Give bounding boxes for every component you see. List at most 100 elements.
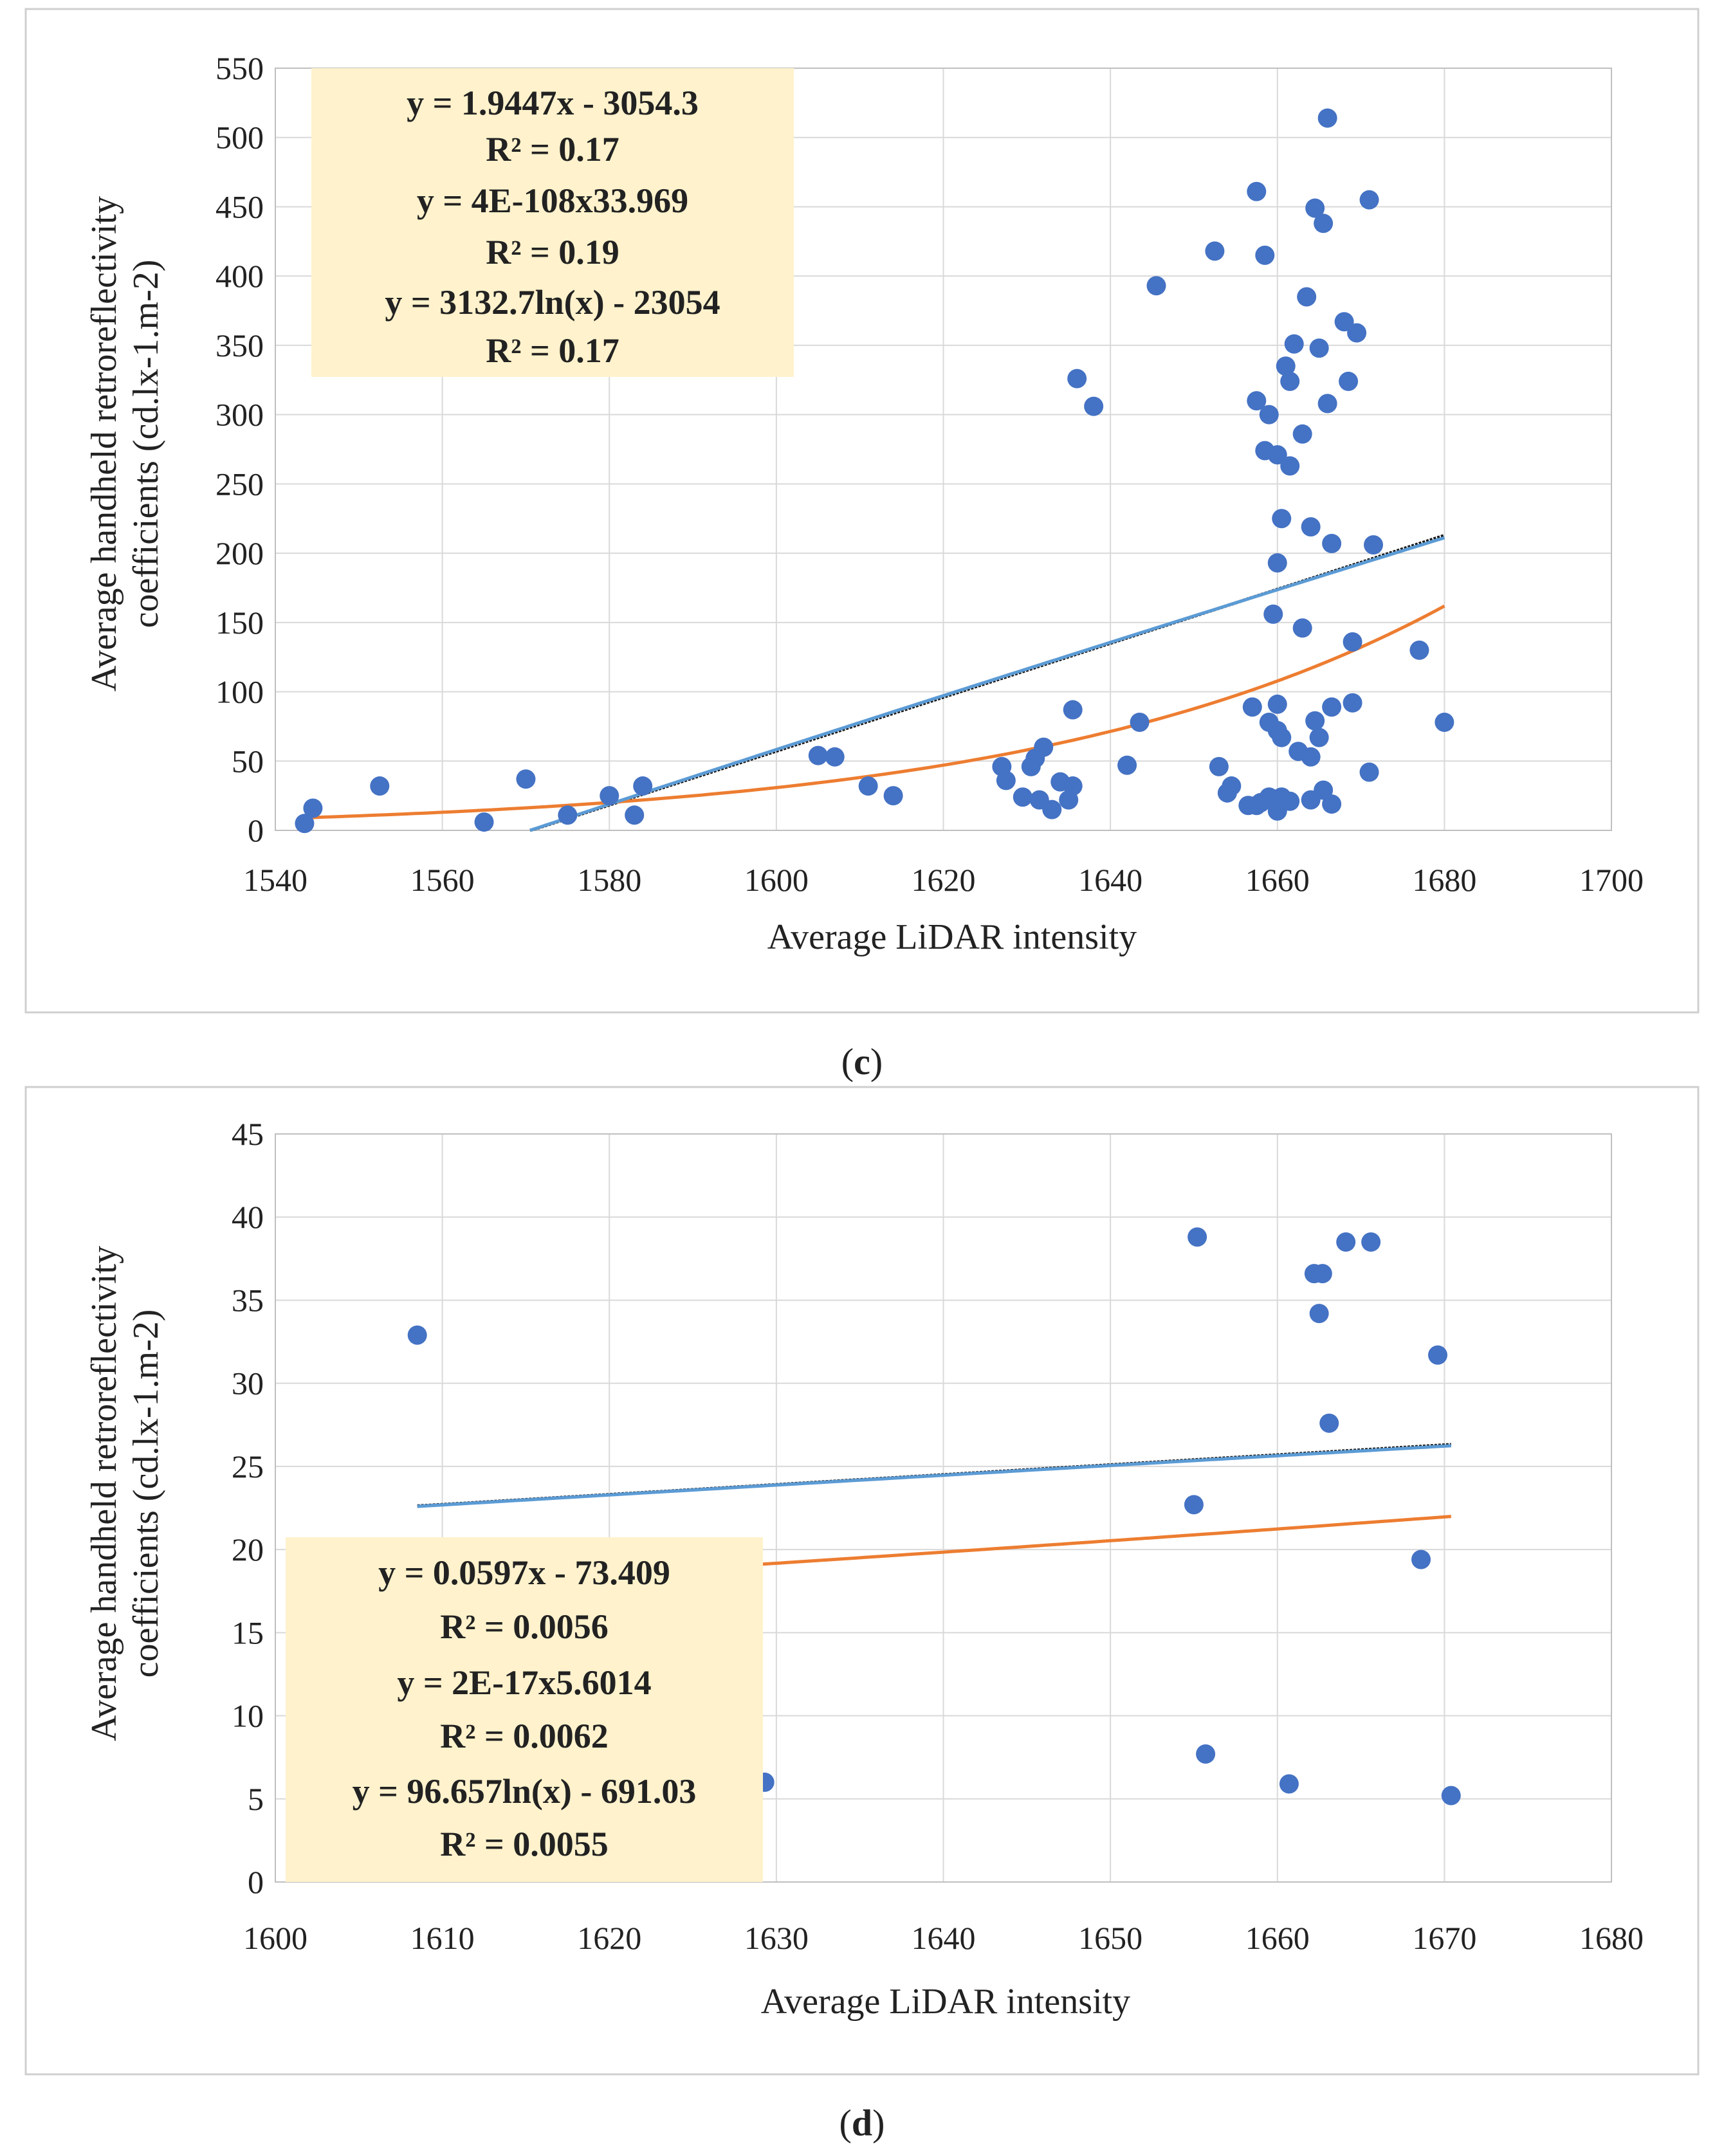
data-point xyxy=(883,786,903,806)
data-point xyxy=(1343,632,1362,652)
x-axis-ticks: 1600 1610 1620 1630 1640 1650 1660 1670 1680 xyxy=(243,1920,1644,1956)
x-tick-label: 1680 xyxy=(1579,1920,1644,1956)
y-tick-label: 45 xyxy=(232,1116,264,1152)
data-point xyxy=(1084,396,1104,416)
data-point xyxy=(1196,1744,1216,1764)
x-tick-label: 1660 xyxy=(1245,1920,1310,1956)
panel-label-d: d xyxy=(852,2102,872,2144)
x-tick-label: 1600 xyxy=(243,1920,307,1956)
data-point xyxy=(1427,1345,1447,1365)
x-tick-label: 1650 xyxy=(1078,1920,1142,1956)
data-points xyxy=(295,108,1454,834)
y-tick-label: 100 xyxy=(216,674,264,710)
data-point xyxy=(1314,780,1334,800)
y-axis-title-line2: coefficients (cd.lx-1.m-2) xyxy=(126,260,166,628)
data-point xyxy=(1146,276,1166,296)
data-point xyxy=(1435,712,1454,732)
data-point xyxy=(1317,108,1337,128)
data-point xyxy=(1117,755,1137,775)
data-point xyxy=(1343,693,1362,713)
data-point xyxy=(1322,794,1342,814)
data-point xyxy=(1334,312,1354,332)
data-point xyxy=(1242,697,1262,717)
plot-area-border xyxy=(275,68,1612,831)
y-axis-ticks: 0 5 10 15 20 25 30 35 40 45 xyxy=(232,1116,264,1900)
x-axis-title: Average LiDAR intensity xyxy=(761,1982,1130,2022)
data-point xyxy=(1409,640,1429,660)
equation-box-background xyxy=(286,1537,763,1882)
data-point xyxy=(1247,391,1267,411)
log-r2: R² = 0.0055 xyxy=(440,1825,608,1863)
x-tick-label: 1610 xyxy=(410,1920,475,1956)
data-point xyxy=(1272,509,1292,529)
trendline-power xyxy=(300,605,1445,820)
data-point xyxy=(1336,1232,1356,1252)
data-point xyxy=(1309,338,1329,358)
data-point xyxy=(1317,394,1337,414)
trendline-logarithmic xyxy=(417,1444,1451,1508)
y-tick-label: 25 xyxy=(232,1448,264,1485)
data-point xyxy=(1309,727,1329,747)
data-point xyxy=(1359,762,1379,782)
x-tick-label: 1700 xyxy=(1579,862,1644,898)
y-tick-label: 300 xyxy=(216,397,264,433)
y-tick-label: 250 xyxy=(216,466,264,502)
plot-area-border xyxy=(275,1133,1612,1883)
linear-equation: y = 0.0597x - 73.409 xyxy=(378,1553,670,1592)
data-point xyxy=(1314,214,1334,233)
data-point xyxy=(1259,405,1279,425)
data-point xyxy=(1130,712,1150,732)
data-point xyxy=(1184,1495,1204,1515)
data-point xyxy=(1305,711,1325,731)
data-point xyxy=(303,798,323,818)
x-tick-label: 1560 xyxy=(410,862,475,898)
power-equation: y = 4E-108x33.969 xyxy=(417,181,688,220)
data-point xyxy=(1013,787,1032,807)
data-point xyxy=(1309,1304,1329,1324)
data-point xyxy=(1188,1227,1207,1247)
data-point xyxy=(858,776,878,796)
data-point xyxy=(1280,371,1300,391)
data-point xyxy=(1276,356,1296,376)
power-r2: R² = 0.19 xyxy=(486,233,619,271)
x-axis-title: Average LiDAR intensity xyxy=(767,917,1137,957)
y-tick-label: 50 xyxy=(232,743,264,779)
log-equation: y = 96.657ln(x) - 691.03 xyxy=(353,1772,697,1811)
equation-box-background xyxy=(311,68,794,377)
data-point xyxy=(1297,287,1317,307)
log-r2: R² = 0.17 xyxy=(486,331,619,370)
data-point xyxy=(295,814,315,834)
x-tick-label: 1640 xyxy=(912,1920,976,1956)
data-point xyxy=(625,805,645,825)
x-tick-label: 1680 xyxy=(1412,862,1476,898)
data-point xyxy=(1305,198,1325,218)
data-point xyxy=(370,776,390,796)
x-tick-label: 1620 xyxy=(577,1920,641,1956)
data-point xyxy=(1292,424,1312,444)
data-point xyxy=(474,812,494,832)
data-point xyxy=(1312,1264,1332,1284)
data-point xyxy=(558,805,578,825)
data-point xyxy=(1205,241,1225,261)
y-axis-title-line1: Average handheld retroreflectivity xyxy=(84,1246,124,1741)
data-point xyxy=(1063,700,1083,720)
data-point xyxy=(1361,1232,1381,1252)
data-point xyxy=(1292,618,1312,638)
x-tick-label: 1630 xyxy=(744,1920,809,1956)
linear-equation: y = 1.9447x - 3054.3 xyxy=(407,84,699,122)
panel-caption-d: (d) xyxy=(839,2102,885,2144)
y-tick-label: 150 xyxy=(216,605,264,641)
data-points xyxy=(407,1227,1461,1805)
data-point xyxy=(1284,334,1304,354)
y-tick-label: 20 xyxy=(232,1531,264,1567)
y-axis-title-line2: coefficients (cd.lx-1.m-2) xyxy=(126,1310,166,1678)
equation-box: y = 0.0597x - 73.409 R² = 0.0056 y = 2E-… xyxy=(286,1537,763,1882)
data-point xyxy=(1067,369,1087,388)
y-tick-label: 35 xyxy=(232,1282,264,1318)
y-tick-label: 400 xyxy=(216,258,264,294)
data-point xyxy=(1441,1786,1461,1805)
y-tick-label: 10 xyxy=(232,1698,264,1734)
